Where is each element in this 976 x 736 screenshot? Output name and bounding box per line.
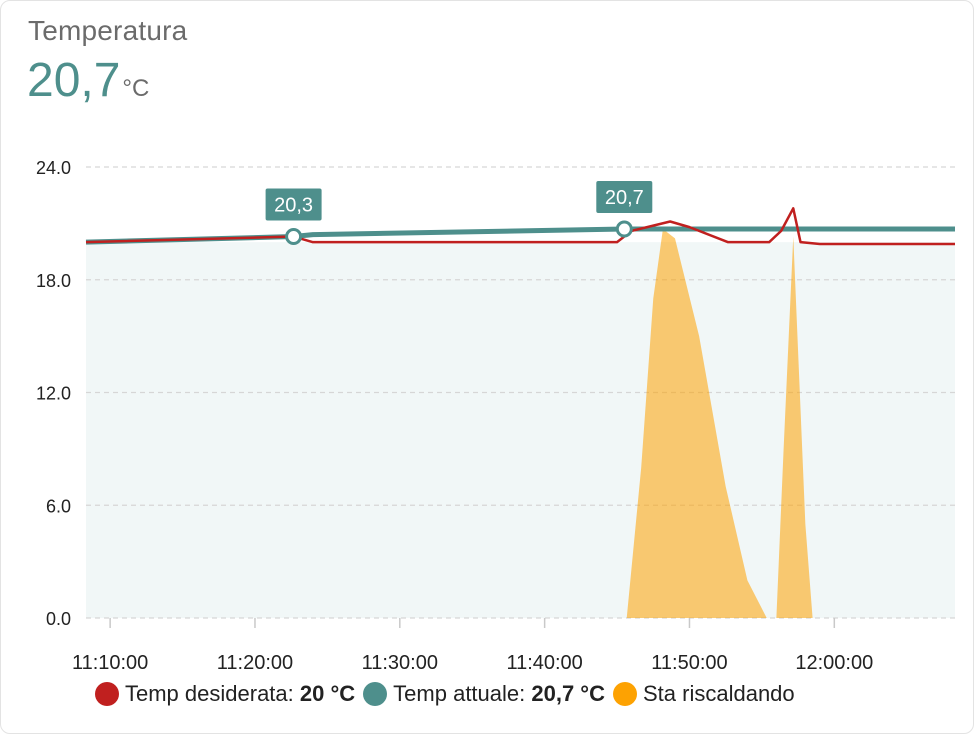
legend-dot-desired — [95, 682, 119, 706]
legend-value-desired: 20 °C — [299, 681, 356, 706]
legend-label-heating: Sta riscaldando — [643, 681, 795, 706]
x-tick-label: 11:20:00 — [217, 652, 293, 674]
data-label: 20,3 — [274, 195, 313, 217]
plot-area-fill — [86, 242, 955, 618]
current-value: 20,7 — [27, 54, 121, 107]
x-tick-label: 11:40:00 — [506, 652, 582, 674]
y-tick-label: 12.0 — [36, 384, 71, 404]
x-tick-label: 11:10:00 — [72, 652, 148, 674]
y-tick-label: 6.0 — [46, 496, 71, 516]
x-tick-label: 11:30:00 — [362, 652, 438, 674]
y-tick-label: 18.0 — [36, 271, 71, 291]
desired-temp-line — [85, 207, 955, 246]
y-tick-label: 24.0 — [36, 158, 71, 178]
x-tick-label: 11:50:00 — [651, 652, 727, 674]
chart-legend: Temp desiderata: 20 °C Temp attuale: 20,… — [95, 681, 803, 707]
temperature-chart: 0.0 6.0 12.0 18.0 24.0 11:10:00 11:20:00 11:30:… — [36, 158, 955, 674]
legend-label-desired: Temp desiderata: — [125, 681, 294, 706]
legend-dot-heating — [613, 682, 637, 706]
actual-temp-line — [85, 226, 955, 245]
current-temperature: 20,7°C — [27, 53, 149, 108]
data-label-bg — [265, 188, 322, 221]
heating-area — [626, 229, 813, 618]
data-label-bg — [596, 181, 653, 214]
data-label: 20,7 — [605, 187, 644, 209]
legend-item-actual[interactable]: Temp attuale: 20,7 °C — [363, 681, 605, 707]
legend-item-desired[interactable]: Temp desiderata: 20 °C — [95, 681, 355, 707]
data-point-marker — [615, 220, 633, 238]
card-title: Temperatura — [28, 15, 188, 46]
legend-label-actual: Temp attuale: — [393, 681, 526, 706]
legend-value-actual: 20,7 °C — [531, 681, 605, 706]
current-unit: °C — [122, 75, 150, 102]
data-point-marker — [285, 228, 303, 246]
legend-dot-actual — [363, 682, 388, 706]
y-tick-label: 0.0 — [46, 609, 71, 629]
x-tick-label: 12:00:00 — [795, 652, 873, 674]
legend-item-heating[interactable]: Sta riscaldando — [613, 681, 795, 707]
